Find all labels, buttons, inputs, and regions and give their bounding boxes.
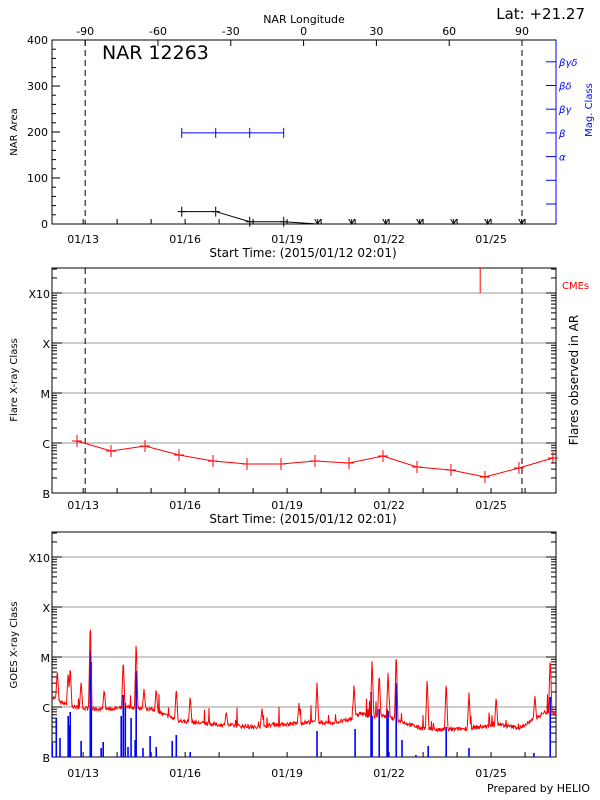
panel3-frame <box>51 531 557 758</box>
x-tick-label: 01/25 <box>475 767 507 780</box>
cme-label: CMEs <box>562 281 589 292</box>
x-tick-label: 01/13 <box>67 767 99 780</box>
flare-point-marker <box>445 464 456 476</box>
flare-point-marker <box>106 445 117 457</box>
mag-class-tick-label: β <box>558 129 566 140</box>
longitude-tick-label: 90 <box>515 25 529 38</box>
x-tick-label: 01/13 <box>67 233 99 246</box>
y-tick-label: X10 <box>28 552 50 565</box>
flare-point-marker <box>513 462 524 474</box>
flare-point-marker <box>343 457 354 469</box>
area-upper-limit-marker <box>416 218 424 225</box>
longitude-tick-label: 0 <box>300 25 307 38</box>
x-tick-label: 01/13 <box>67 499 99 512</box>
longitude-tick-label: -90 <box>76 25 94 38</box>
x-tick-label: 01/25 <box>475 499 507 512</box>
goes-y-label: GOES X-ray Class <box>9 601 20 688</box>
y-tick-label: X <box>42 338 50 351</box>
x-tick-label: 01/19 <box>271 499 303 512</box>
mag-class-tick-label: α <box>559 153 566 164</box>
x-tick-label: 01/25 <box>475 233 507 246</box>
flare-point-marker <box>72 435 83 447</box>
flare-point-marker <box>207 455 218 467</box>
y-tick-label: X10 <box>28 288 50 301</box>
x-tick-label: 01/16 <box>169 767 201 780</box>
flare-point-marker <box>309 455 320 467</box>
area-upper-limit-marker <box>450 218 458 225</box>
mag-class-tick-label: βδ <box>558 82 572 93</box>
panel1-frame <box>51 39 557 225</box>
x-tick-label: 01/22 <box>373 233 405 246</box>
area-upper-limit-marker <box>382 218 390 225</box>
x-tick-label: 01/22 <box>373 767 405 780</box>
y-tick-label: M <box>41 388 51 401</box>
y-tick-label: B <box>42 752 50 765</box>
y-tick-label: 100 <box>27 172 48 185</box>
flare-point-marker <box>140 440 151 452</box>
y-tick-label: B <box>42 488 50 501</box>
area-upper-limit-marker <box>348 218 356 225</box>
y-tick-label: 200 <box>27 126 48 139</box>
panel2-frame <box>51 267 557 494</box>
mag-class-tick-label: βγδ <box>558 58 577 69</box>
longitude-tick-label: -60 <box>149 25 167 38</box>
y-tick-label: 0 <box>41 218 48 231</box>
y-tick-label: X <box>42 602 50 615</box>
y-tick-label: C <box>42 438 50 451</box>
area-point-marker <box>245 216 254 227</box>
x-axis-title-1: Start Time: (2015/01/12 02:01) <box>209 246 396 260</box>
flare-point-marker <box>411 461 422 473</box>
area-point-marker <box>177 206 186 217</box>
y-tick-label: C <box>42 702 50 715</box>
flare-point-marker <box>241 458 252 470</box>
x-tick-label: 01/16 <box>169 233 201 246</box>
area-point-marker <box>211 206 220 217</box>
longitude-axis-title: NAR Longitude <box>263 13 345 26</box>
x-tick-label: 01/19 <box>271 233 303 246</box>
area-point-marker <box>279 216 288 227</box>
x-axis-title-2: Start Time: (2015/01/12 02:01) <box>209 512 396 526</box>
region-title: NAR 12263 <box>102 42 209 64</box>
longitude-tick-label: 30 <box>369 25 383 38</box>
mag-class-label: Mag. Class <box>584 83 595 137</box>
flare-point-marker <box>479 471 490 483</box>
flares-observed-label: Flares observed in AR <box>567 315 581 445</box>
longitude-tick-label: -30 <box>222 25 240 38</box>
lat-label: Lat: +21.27 <box>496 5 585 23</box>
y-tick-label: 400 <box>27 34 48 47</box>
area-upper-limit-marker <box>518 218 526 225</box>
longitude-tick-label: 60 <box>442 25 456 38</box>
flare-point-marker <box>275 458 286 470</box>
x-tick-label: 01/19 <box>271 767 303 780</box>
y-tick-label: M <box>41 652 51 665</box>
flare-point-marker <box>377 450 388 462</box>
mag-class-tick-label: βγ <box>558 105 572 116</box>
flare-y-label: Flare X-ray Class <box>9 338 20 422</box>
x-tick-label: 01/16 <box>169 499 201 512</box>
area-y-label: NAR Area <box>9 108 20 155</box>
goes-xray-flux-line <box>52 629 557 733</box>
footer-credit: Prepared by HELIO <box>487 782 590 795</box>
x-tick-label: 01/22 <box>373 499 405 512</box>
y-tick-label: 300 <box>27 80 48 93</box>
flare-point-marker <box>547 452 558 464</box>
area-upper-limit-marker <box>484 218 492 225</box>
flare-point-marker <box>174 449 185 461</box>
area-upper-limit-marker <box>314 218 322 225</box>
